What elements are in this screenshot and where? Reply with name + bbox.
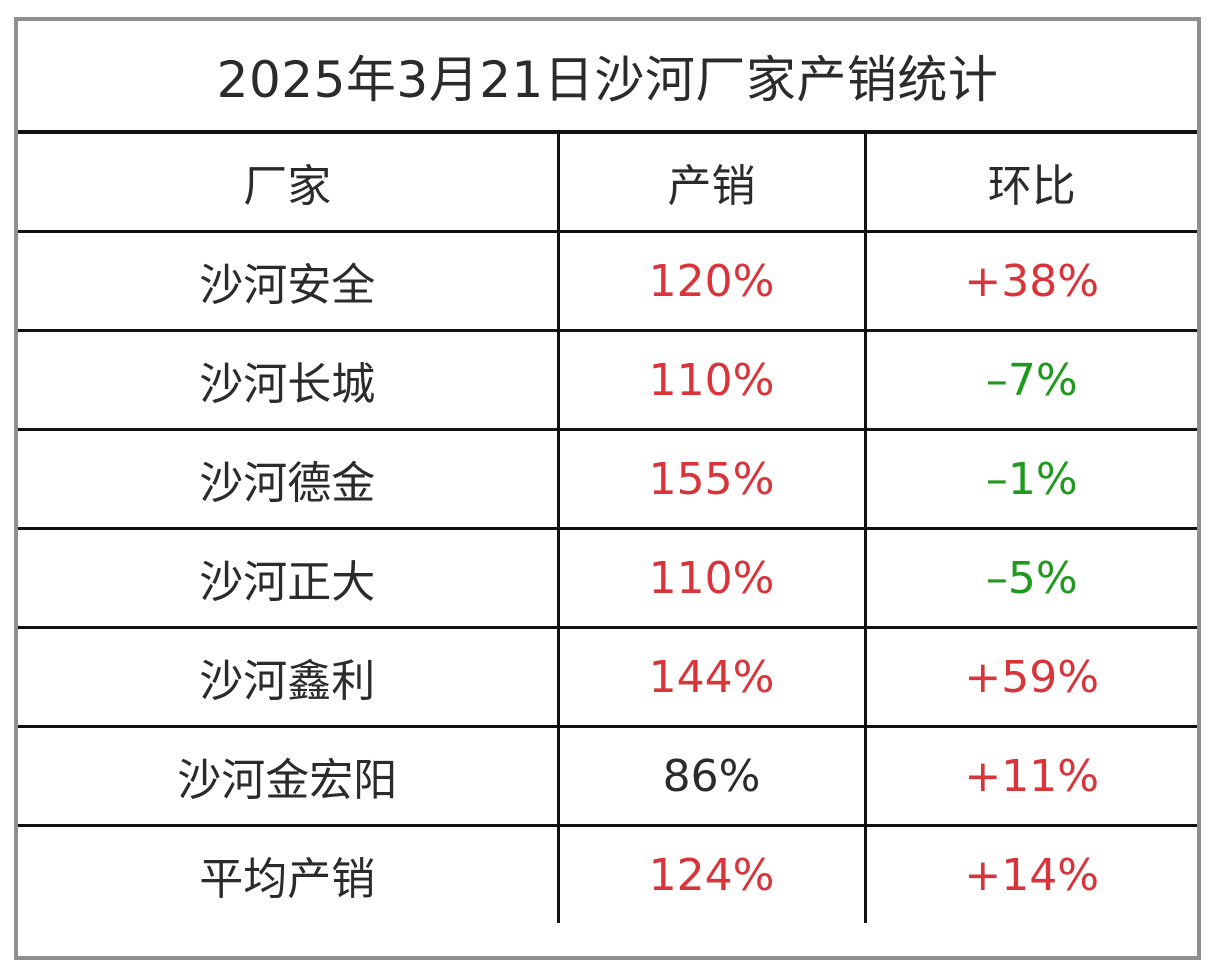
sales-rate: 110%: [556, 329, 867, 431]
sales-rate: 144%: [556, 626, 867, 728]
header-change: 环比: [863, 134, 1197, 233]
sales-rate: 86%: [556, 725, 867, 827]
header-sales: 产销: [556, 134, 867, 233]
table-row: 沙河金宏阳 86% +11%: [18, 725, 1197, 827]
table-row: 沙河长城 110% –7%: [18, 329, 1197, 431]
table-row: 沙河正大 110% –5%: [18, 527, 1197, 629]
change-rate: –7%: [863, 329, 1197, 431]
factory-name: 沙河长城: [18, 329, 560, 431]
sales-table-frame: 2025年3月21日沙河厂家产销统计 厂家 产销 环比 沙河安全 120% +3…: [14, 17, 1201, 960]
sales-table: 厂家 产销 环比 沙河安全 120% +38% 沙河长城 110% –7% 沙河…: [18, 134, 1197, 923]
change-rate: +11%: [863, 725, 1197, 827]
sales-rate: 155%: [556, 428, 867, 530]
factory-name: 沙河鑫利: [18, 626, 560, 728]
table-row: 沙河鑫利 144% +59%: [18, 626, 1197, 728]
factory-name: 沙河金宏阳: [18, 725, 560, 827]
factory-name: 平均产销: [18, 824, 560, 923]
table-title: 2025年3月21日沙河厂家产销统计: [18, 21, 1197, 134]
change-rate: –1%: [863, 428, 1197, 530]
table-row: 沙河德金 155% –1%: [18, 428, 1197, 530]
change-rate: +14%: [863, 824, 1197, 923]
table-row-average: 平均产销 124% +14%: [18, 824, 1197, 923]
sales-rate: 124%: [556, 824, 867, 923]
factory-name: 沙河正大: [18, 527, 560, 629]
sales-rate: 110%: [556, 527, 867, 629]
change-rate: +38%: [863, 230, 1197, 332]
header-factory: 厂家: [18, 134, 560, 233]
change-rate: +59%: [863, 626, 1197, 728]
change-rate: –5%: [863, 527, 1197, 629]
factory-name: 沙河德金: [18, 428, 560, 530]
header-row: 厂家 产销 环比: [18, 134, 1197, 233]
table-row: 沙河安全 120% +38%: [18, 230, 1197, 332]
sales-rate: 120%: [556, 230, 867, 332]
factory-name: 沙河安全: [18, 230, 560, 332]
